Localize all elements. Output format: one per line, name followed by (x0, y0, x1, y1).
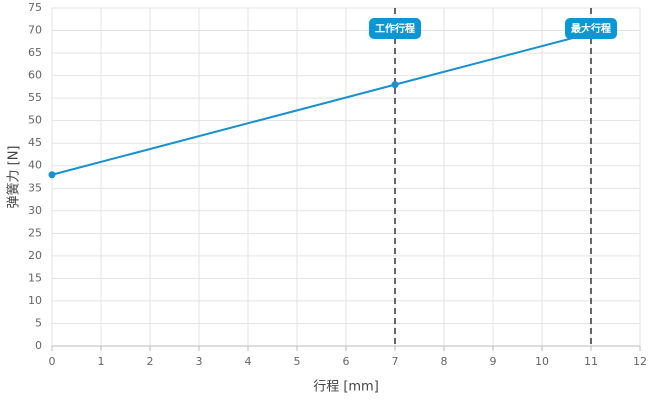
y-tick-label: 35 (28, 181, 42, 194)
y-tick-label: 65 (28, 46, 42, 59)
y-tick-label: 20 (28, 249, 42, 262)
marker-label-box (565, 18, 617, 39)
y-tick-label: 60 (28, 69, 42, 82)
y-tick-label: 25 (28, 226, 42, 239)
point (587, 29, 595, 37)
x-tick-label: 11 (584, 355, 598, 368)
y-tick-label: 30 (28, 204, 42, 217)
x-tick-label: 5 (294, 355, 301, 368)
y-tick-label: 5 (35, 316, 42, 329)
y-axis-label: 弹簧力 [N] (6, 145, 22, 208)
y-tick-label: 55 (28, 91, 42, 104)
y-tick-label: 0 (35, 339, 42, 352)
x-tick-label: 12 (633, 355, 647, 368)
y-tick-label: 70 (28, 24, 42, 37)
point (48, 171, 56, 179)
x-axis-label: 行程 [mm] (313, 380, 379, 395)
x-tick-label: 7 (392, 355, 399, 368)
x-tick-label: 9 (490, 355, 497, 368)
marker-label: 最大行程 (571, 22, 611, 35)
y-tick-label: 50 (28, 114, 42, 127)
x-tick-label: 0 (49, 355, 56, 368)
y-tick-label: 10 (28, 294, 42, 307)
x-tick-label: 10 (535, 355, 549, 368)
x-tick-label: 3 (196, 355, 203, 368)
x-tick-label: 4 (245, 355, 252, 368)
line (51, 32, 592, 176)
x-tick-label: 1 (98, 355, 105, 368)
marker-label: 工作行程 (375, 22, 415, 35)
x-tick-label: 8 (441, 355, 448, 368)
y-tick-label: 40 (28, 159, 42, 172)
y-tick-label: 75 (28, 1, 42, 14)
marker-label-box (369, 18, 421, 39)
y-tick-label: 15 (28, 271, 42, 284)
y-tick-label: 45 (28, 136, 42, 149)
x-tick-label: 6 (343, 355, 350, 368)
point (391, 81, 399, 89)
x-tick-label: 2 (147, 355, 154, 368)
